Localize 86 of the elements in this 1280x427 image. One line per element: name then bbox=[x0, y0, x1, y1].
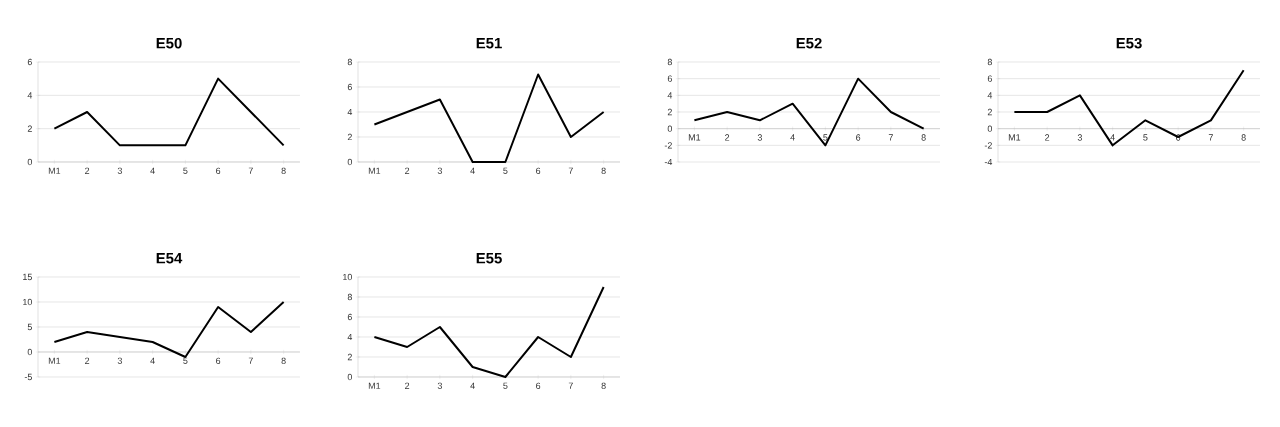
y-tick-label: -4 bbox=[664, 158, 673, 166]
y-tick-label: 0 bbox=[667, 125, 673, 132]
x-tick-label: M1 bbox=[1008, 134, 1021, 141]
y-tick-label: 4 bbox=[987, 92, 993, 99]
y-tick-label: 8 bbox=[987, 58, 992, 66]
y-tick-label: 2 bbox=[667, 108, 672, 116]
y-tick-label: 6 bbox=[27, 58, 32, 66]
y-tick-label: 6 bbox=[667, 75, 672, 82]
y-tick-label: 8 bbox=[347, 58, 352, 66]
chart-title: E53 bbox=[1116, 37, 1142, 49]
x-tick-label: 7 bbox=[568, 167, 573, 174]
y-tick-label: 10 bbox=[23, 298, 33, 306]
y-tick-label: 6 bbox=[347, 313, 352, 321]
x-tick-label: 2 bbox=[85, 357, 90, 364]
x-tick-label: 2 bbox=[405, 382, 410, 389]
y-tick-label: 10 bbox=[343, 273, 353, 281]
x-tick-label: 2 bbox=[85, 167, 90, 174]
x-tick-label: 5 bbox=[183, 357, 188, 364]
y-tick-label: 0 bbox=[347, 373, 353, 381]
y-tick-label: 8 bbox=[667, 58, 672, 66]
x-tick-label: 6 bbox=[856, 134, 861, 141]
x-tick-label: 5 bbox=[503, 382, 508, 389]
x-tick-label: 5 bbox=[1143, 134, 1148, 141]
x-tick-label: 3 bbox=[117, 357, 122, 364]
y-tick-label: 15 bbox=[23, 273, 32, 281]
y-tick-label: 6 bbox=[987, 75, 992, 82]
y-tick-label: 0 bbox=[27, 158, 33, 166]
x-tick-label: 7 bbox=[568, 382, 573, 389]
chart-title: E52 bbox=[796, 37, 822, 49]
x-tick-label: M1 bbox=[48, 167, 61, 174]
x-tick-label: 4 bbox=[790, 134, 795, 141]
y-tick-label: 8 bbox=[347, 293, 352, 301]
y-tick-label: 5 bbox=[27, 323, 32, 331]
x-tick-label: M1 bbox=[368, 167, 381, 174]
x-tick-label: 7 bbox=[248, 357, 253, 364]
chart-title: E54 bbox=[156, 253, 183, 264]
x-tick-label: 4 bbox=[470, 382, 475, 389]
x-tick-label: 3 bbox=[117, 167, 122, 174]
x-tick-label: 5 bbox=[183, 167, 188, 174]
x-tick-label: 2 bbox=[405, 167, 410, 174]
x-tick-label: 6 bbox=[536, 382, 541, 389]
y-tick-label: -2 bbox=[984, 142, 992, 149]
y-tick-label: -4 bbox=[984, 158, 993, 166]
y-tick-label: 4 bbox=[27, 92, 33, 99]
chart-title: E51 bbox=[476, 38, 502, 49]
x-tick-label: 3 bbox=[1077, 134, 1082, 141]
line-series bbox=[373, 286, 605, 378]
x-tick-label: 2 bbox=[1045, 134, 1050, 141]
x-tick-label: 4 bbox=[1110, 134, 1115, 141]
x-tick-label: 5 bbox=[823, 134, 828, 141]
x-tick-label: M1 bbox=[368, 382, 381, 389]
x-tick-label: 8 bbox=[281, 357, 286, 364]
chart-title: E55 bbox=[476, 253, 502, 264]
x-tick-label: 2 bbox=[725, 134, 730, 141]
x-tick-label: 3 bbox=[757, 134, 762, 141]
x-tick-label: 8 bbox=[601, 167, 606, 174]
x-tick-label: 8 bbox=[281, 167, 286, 174]
x-tick-label: M1 bbox=[688, 134, 701, 141]
y-tick-label: -5 bbox=[24, 373, 32, 381]
x-tick-label: 3 bbox=[437, 167, 442, 174]
x-tick-label: 8 bbox=[921, 134, 926, 141]
x-tick-label: 6 bbox=[216, 357, 221, 364]
x-tick-label: 7 bbox=[888, 134, 893, 141]
x-tick-label: 8 bbox=[1241, 134, 1246, 141]
x-tick-label: 4 bbox=[150, 167, 155, 174]
y-tick-label: 4 bbox=[347, 108, 353, 116]
x-tick-label: 7 bbox=[248, 167, 253, 174]
x-tick-label: 4 bbox=[150, 357, 155, 364]
chart-title: E50 bbox=[156, 37, 182, 49]
y-tick-label: 2 bbox=[987, 108, 992, 116]
x-tick-label: 7 bbox=[1208, 134, 1213, 141]
x-tick-label: M1 bbox=[48, 357, 61, 364]
y-tick-label: 6 bbox=[347, 83, 352, 91]
y-tick-label: 2 bbox=[27, 125, 32, 132]
y-tick-label: 4 bbox=[347, 333, 353, 341]
y-tick-label: 4 bbox=[667, 92, 673, 99]
x-tick-label: 4 bbox=[470, 167, 475, 174]
x-tick-label: 8 bbox=[601, 382, 606, 389]
x-tick-label: 6 bbox=[216, 167, 221, 174]
x-tick-label: 6 bbox=[536, 167, 541, 174]
y-tick-label: 0 bbox=[27, 348, 33, 356]
y-tick-label: 0 bbox=[987, 125, 993, 132]
x-tick-label: 3 bbox=[437, 382, 442, 389]
y-tick-label: -2 bbox=[664, 142, 672, 149]
x-tick-label: 5 bbox=[503, 167, 508, 174]
y-tick-label: 0 bbox=[347, 158, 353, 166]
